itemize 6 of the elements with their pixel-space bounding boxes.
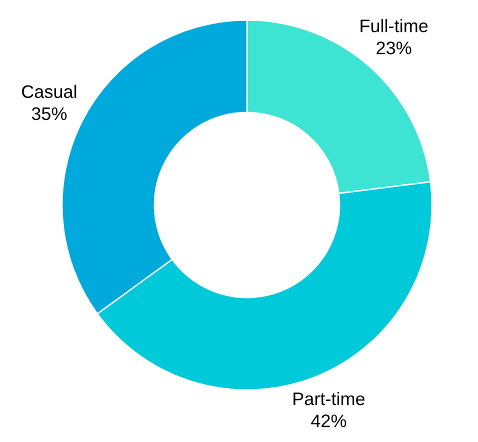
slice-label: Full-time [360, 19, 428, 32]
data-label: 42% [311, 414, 346, 428]
data-label: 35% [32, 107, 67, 120]
data-label: 23% [376, 42, 412, 54]
slice-label: Part-time [294, 392, 365, 406]
slice-label: Casual [22, 84, 76, 98]
